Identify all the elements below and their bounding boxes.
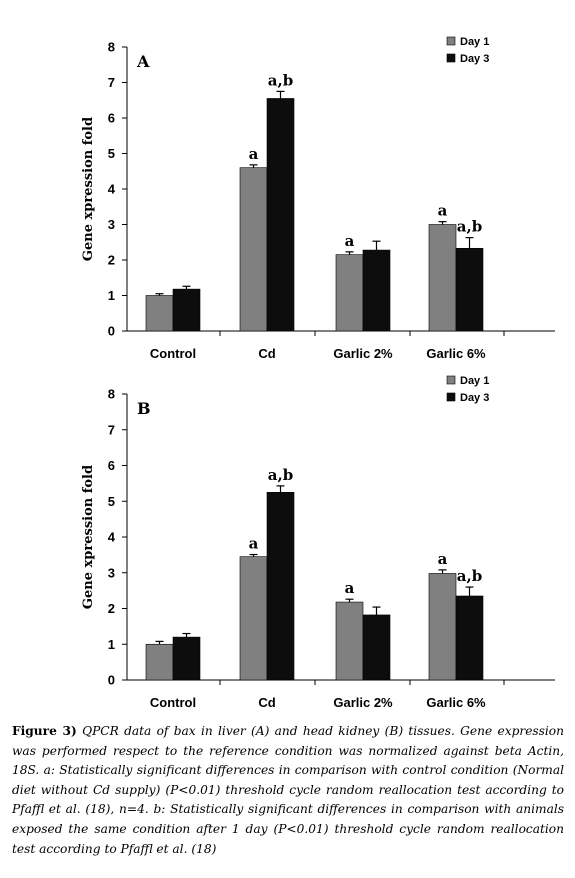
panel-a-category-label: Cd — [258, 346, 275, 361]
panel-a-y-tick-label: 3 — [108, 217, 115, 232]
panel-a-legend-swatch — [446, 36, 456, 46]
panel-a-bar — [145, 295, 174, 332]
panel-a-y-tick-label: 7 — [108, 75, 115, 90]
panel-b-bar — [335, 601, 364, 681]
panel-b-category-label: Garlic 6% — [426, 695, 486, 710]
panel-a-bar — [428, 224, 457, 332]
panel-b-y-tick-label: 3 — [108, 565, 115, 580]
panel-a-category-label: Control — [150, 346, 196, 361]
panel-a-legend-label: Day 1 — [460, 36, 489, 48]
panel-b-y-tick-label: 8 — [108, 387, 115, 402]
panel-a-bar — [362, 249, 391, 332]
panel-b-y-tick-label: 6 — [108, 458, 115, 473]
panel-b-bar — [145, 643, 174, 681]
panel-b-significance-label: a — [438, 550, 448, 568]
panel-b-category-label: Cd — [258, 695, 275, 710]
panel-b-y-tick-label: 1 — [108, 637, 115, 652]
panel-b-bar — [266, 492, 295, 681]
panel-a-y-tick-label: 5 — [108, 146, 115, 161]
panel-a-y-tick-label: 0 — [108, 324, 115, 339]
panel-b-significance-label: a — [345, 579, 355, 597]
panel-b-label: B — [137, 399, 151, 418]
panel-b-legend-swatch — [446, 392, 456, 402]
panel-a-category-label: Garlic 2% — [333, 346, 393, 361]
panel-a-bar — [266, 98, 295, 332]
panel-a-bar — [335, 254, 364, 332]
caption-text: QPCR data of bax in liver (A) and head k… — [12, 724, 564, 856]
panel-a-bar — [455, 247, 484, 332]
panel-a-y-tick-label: 8 — [108, 40, 115, 55]
panel-a-y-axis-label: Gene xpression fold — [81, 117, 96, 261]
panel-b-y-axis-label: Gene xpression fold — [81, 465, 96, 609]
panel-b-y-tick-label: 4 — [108, 530, 116, 545]
panel-b-bar — [172, 636, 201, 681]
panel-a-significance-label: a,b — [268, 71, 293, 89]
panel-b-significance-label: a,b — [457, 567, 482, 585]
panel-b-significance-label: a,b — [268, 466, 293, 484]
panel-b-y-tick-label: 2 — [108, 601, 115, 616]
panel-b-legend-label: Day 1 — [460, 375, 489, 387]
panel-a-legend-swatch — [446, 53, 456, 63]
panel-a-bar — [239, 167, 268, 332]
panel-a-label: A — [136, 52, 150, 71]
panel-a-significance-label: a — [438, 202, 448, 220]
panel-a-bar — [172, 288, 201, 332]
panel-b-legend-swatch — [446, 375, 456, 385]
panel-b-bar — [428, 573, 457, 681]
panel-b-legend-label: Day 3 — [460, 392, 489, 404]
panel-a-y-tick-label: 4 — [108, 182, 116, 197]
panel-b-category-label: Garlic 2% — [333, 695, 393, 710]
panel-a-significance-label: a,b — [457, 218, 482, 236]
panel-b-y-tick-label: 7 — [108, 422, 115, 437]
caption-label: Figure 3) — [12, 724, 77, 738]
panel-b-bar — [455, 595, 484, 681]
panel-a-category-label: Garlic 6% — [426, 346, 486, 361]
figure-caption: Figure 3) QPCR data of bax in liver (A) … — [12, 722, 564, 859]
panel-a-legend-label: Day 3 — [460, 53, 489, 65]
panel-a-y-tick-label: 6 — [108, 111, 115, 126]
panel-a-significance-label: a — [249, 145, 259, 163]
panel-b-y-tick-label: 0 — [108, 673, 115, 688]
panel-a-y-tick-label: 1 — [108, 288, 115, 303]
panel-b-category-label: Control — [150, 695, 196, 710]
panel-b-bar — [362, 614, 391, 681]
panel-a-significance-label: a — [345, 232, 355, 250]
panel-b-y-tick-label: 5 — [108, 494, 115, 509]
panel-a-y-tick-label: 2 — [108, 253, 115, 268]
panel-b-bar — [239, 556, 268, 681]
panel-b-significance-label: a — [249, 535, 259, 553]
